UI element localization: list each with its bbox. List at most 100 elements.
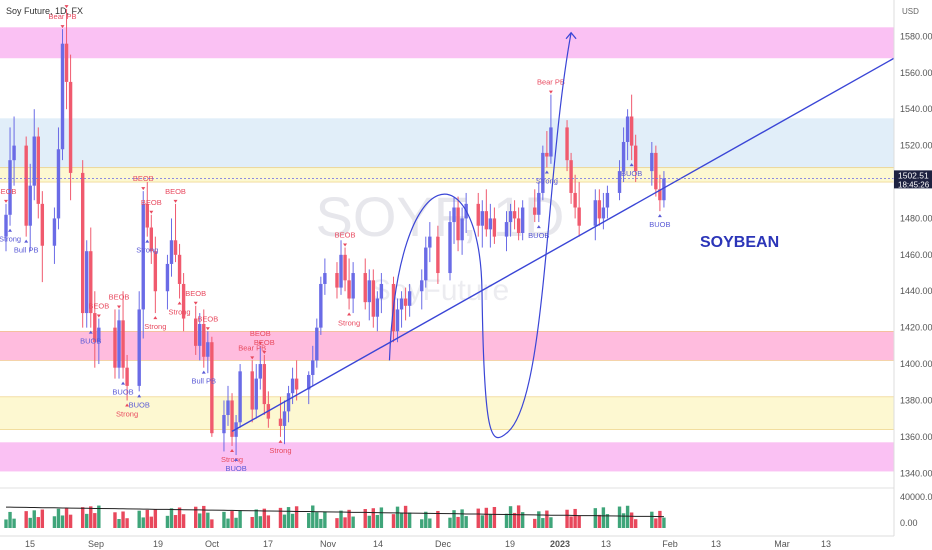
candle-body[interactable] [323, 273, 327, 284]
candle-body[interactable] [12, 145, 16, 161]
candle-body[interactable] [8, 160, 12, 215]
candle-body[interactable] [347, 280, 351, 299]
candle-body[interactable] [424, 247, 428, 281]
candle-body[interactable] [226, 400, 230, 416]
candle-body[interactable] [64, 43, 69, 82]
candle-body[interactable] [577, 207, 581, 226]
candle-body[interactable] [476, 203, 480, 226]
candle-body[interactable] [40, 203, 45, 246]
candle-body[interactable] [625, 116, 630, 142]
candle-body[interactable] [222, 415, 226, 434]
candle-body[interactable] [593, 200, 598, 226]
candle-body[interactable] [68, 81, 73, 173]
candle-body[interactable] [307, 374, 311, 390]
candle-body[interactable] [125, 367, 129, 386]
candle-body[interactable] [97, 327, 101, 343]
candle-body[interactable] [371, 280, 376, 317]
candle-body[interactable] [573, 192, 577, 208]
candle-body[interactable] [238, 371, 242, 423]
candle-body[interactable] [250, 371, 254, 410]
candle-body[interactable] [230, 400, 234, 437]
candle-body[interactable] [36, 136, 40, 204]
candle-body[interactable] [177, 254, 182, 284]
trendline[interactable] [231, 57, 895, 433]
candle-body[interactable] [452, 207, 456, 223]
candle-body[interactable] [290, 378, 295, 394]
candle-body[interactable] [492, 218, 497, 237]
candle-body[interactable] [460, 218, 464, 241]
candle-body[interactable] [60, 43, 65, 150]
candle-body[interactable] [145, 203, 149, 228]
candle-body[interactable] [367, 280, 371, 303]
candle-body[interactable] [533, 207, 537, 215]
candle-body[interactable] [339, 254, 343, 288]
candle-body[interactable] [516, 218, 521, 233]
candle-body[interactable] [484, 211, 489, 230]
candle-body[interactable] [480, 211, 484, 226]
candle-body[interactable] [658, 189, 662, 201]
candle-body[interactable] [315, 327, 319, 361]
candle-body[interactable] [137, 309, 141, 386]
candle-body[interactable] [537, 192, 541, 215]
candle-body[interactable] [504, 222, 509, 237]
candle-body[interactable] [549, 127, 553, 157]
candle-body[interactable] [395, 309, 400, 332]
candle-body[interactable] [117, 320, 121, 368]
candle-body[interactable] [650, 152, 654, 172]
candle-body[interactable] [597, 200, 602, 219]
candle-body[interactable] [545, 152, 549, 157]
candle-body[interactable] [165, 263, 170, 292]
candle-body[interactable] [89, 251, 93, 314]
candle-body[interactable] [149, 227, 154, 252]
candle-body[interactable] [173, 240, 178, 255]
candle-body[interactable] [633, 145, 638, 172]
candle-body[interactable] [52, 218, 57, 246]
projection-wave[interactable] [388, 32, 572, 439]
candle-body[interactable] [28, 185, 32, 226]
candle-body[interactable] [403, 298, 408, 306]
candle-body[interactable] [32, 136, 36, 186]
candle-body[interactable] [621, 141, 626, 172]
candle-body[interactable] [436, 236, 440, 274]
candle-body[interactable] [488, 218, 493, 230]
candle-body[interactable] [113, 327, 117, 368]
candle-body[interactable] [508, 211, 513, 223]
candle-body[interactable] [56, 149, 61, 219]
candle-body[interactable] [141, 203, 145, 310]
candle-body[interactable] [282, 411, 287, 426]
candle-body[interactable] [258, 364, 262, 379]
candle-body[interactable] [169, 240, 174, 264]
candle-body[interactable] [520, 207, 525, 233]
candle-body[interactable] [286, 393, 291, 412]
candle-body[interactable] [605, 192, 610, 208]
candle-body[interactable] [379, 283, 384, 299]
candle-body[interactable] [565, 127, 569, 161]
candle-body[interactable] [662, 178, 666, 201]
candle-body[interactable] [4, 214, 8, 237]
candle-body[interactable] [351, 273, 355, 299]
candle-body[interactable] [153, 251, 158, 292]
candle-body[interactable] [420, 280, 424, 292]
candle-body[interactable] [399, 298, 404, 310]
candle-body[interactable] [541, 152, 545, 193]
candle-body[interactable] [654, 152, 658, 190]
candle-body[interactable] [206, 342, 210, 357]
candle-body[interactable] [335, 273, 339, 288]
candle-body[interactable] [278, 418, 283, 426]
candle-body[interactable] [428, 236, 432, 248]
candle-body[interactable] [448, 222, 452, 274]
candle-body[interactable] [569, 160, 573, 193]
candle-body[interactable] [121, 320, 125, 368]
candle-body[interactable] [202, 324, 206, 357]
candle-body[interactable] [319, 283, 323, 328]
candle-body[interactable] [294, 378, 299, 390]
candle-body[interactable] [407, 291, 412, 306]
candle-body[interactable] [254, 378, 258, 410]
candle-body[interactable] [601, 207, 606, 219]
candle-body[interactable] [375, 298, 380, 317]
candle-body[interactable] [456, 207, 460, 241]
candle-body[interactable] [24, 145, 28, 226]
candle-body[interactable] [93, 313, 97, 343]
candle-body[interactable] [85, 251, 89, 314]
